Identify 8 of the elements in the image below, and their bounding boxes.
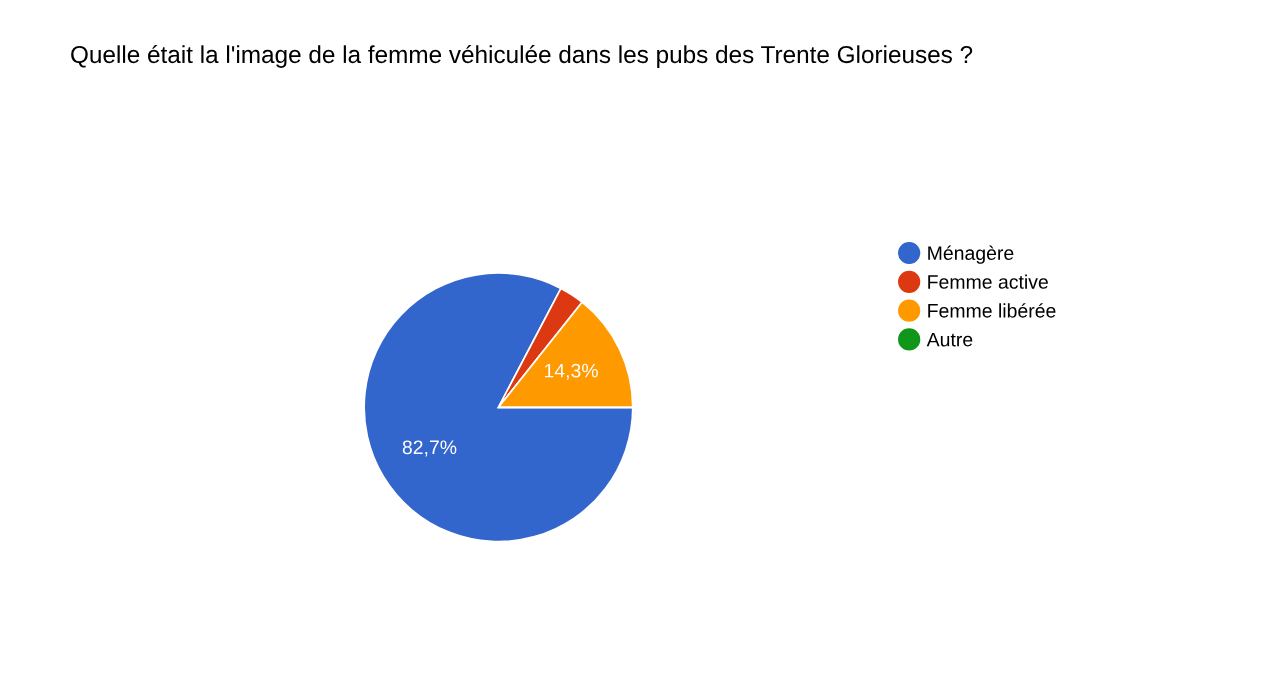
data-label: 14,3% bbox=[544, 363, 598, 380]
legend-label: Femme libérée bbox=[928, 303, 1056, 318]
pie-slice bbox=[363, 272, 634, 543]
data-label: 82,7% bbox=[402, 440, 457, 457]
legend-label: Femme active bbox=[928, 274, 1048, 289]
chart-title: Quelle était la l'image de la femme véhiculée dans les pubs des Trente Glorieuses ? bbox=[71, 45, 973, 68]
legend-label: Ménagère bbox=[928, 245, 1014, 264]
legend-label: Autre bbox=[926, 332, 973, 347]
